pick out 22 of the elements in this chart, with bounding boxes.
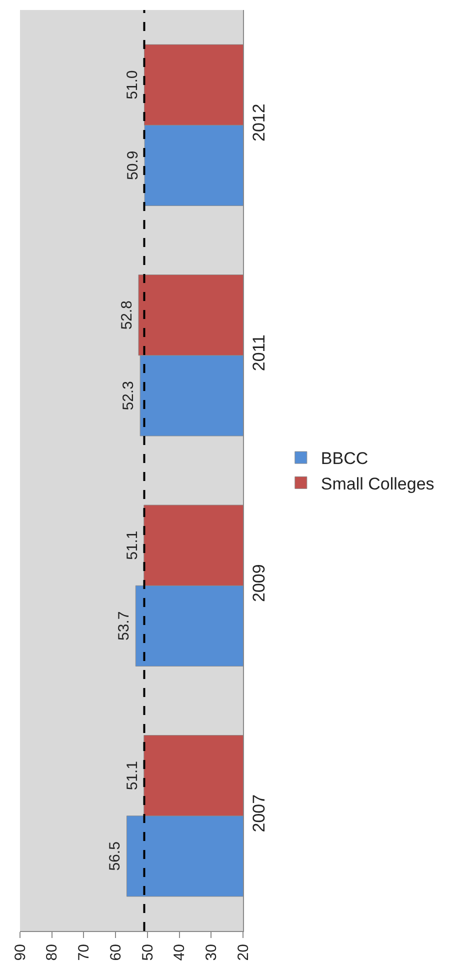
x-tick-label: 70 xyxy=(76,944,93,961)
x-tick-label: 60 xyxy=(107,944,124,961)
data-label: 56.5 xyxy=(106,842,124,871)
data-label: 53.7 xyxy=(116,611,133,641)
data-label: 51.1 xyxy=(124,530,141,560)
y-tick-label: 2009 xyxy=(249,564,268,602)
data-label: 52.3 xyxy=(120,381,138,410)
y-tick-label: 2012 xyxy=(249,104,268,142)
data-label: 50.9 xyxy=(124,150,142,180)
x-tick-label: 40 xyxy=(171,944,188,961)
legend-label: BBCC xyxy=(320,449,368,468)
x-tick-label: 30 xyxy=(203,944,220,961)
legend-label: Small Colleges xyxy=(320,474,434,494)
x-tick-label: 80 xyxy=(44,944,61,961)
x-tick-label: 20 xyxy=(234,944,252,961)
y-tick-label: 2011 xyxy=(249,334,268,372)
data-label: 51.1 xyxy=(124,760,141,790)
x-tick-label: 90 xyxy=(12,944,29,961)
data-label: 52.8 xyxy=(118,300,136,330)
x-tick-label: 50 xyxy=(139,944,156,961)
data-label: 51.0 xyxy=(124,70,142,100)
y-tick-label: 2007 xyxy=(249,794,268,832)
